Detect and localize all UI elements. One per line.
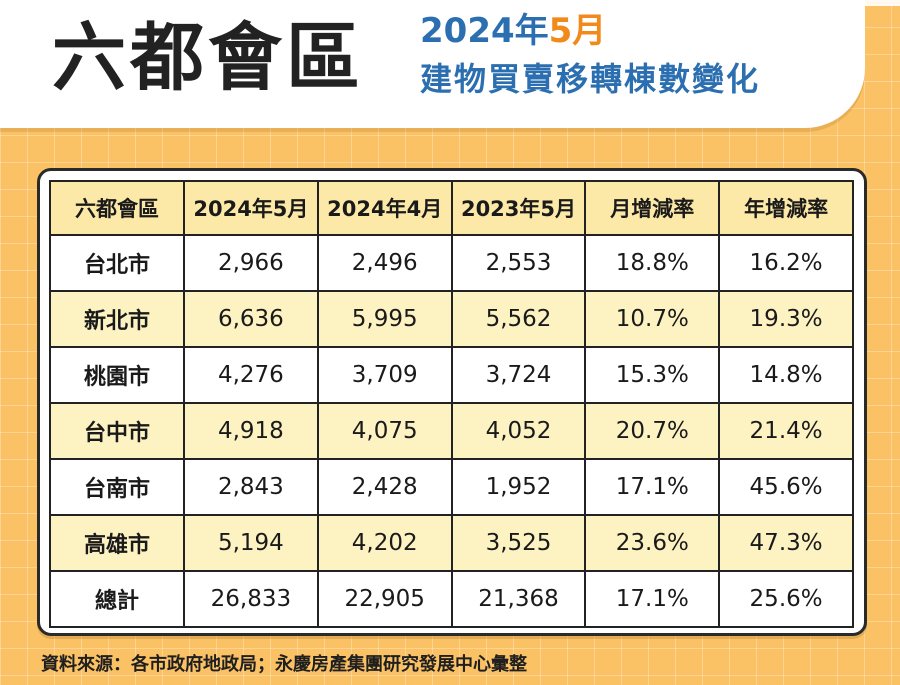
table-row: 新北市 6,636 5,995 5,562 10.7% 19.3% [49, 290, 854, 348]
value-cell: 2,553 [450, 234, 587, 292]
rate-cell: 14.8% [718, 346, 854, 404]
subtitle-date: 2024年5月 [420, 10, 606, 52]
total-value-cell: 22,905 [316, 570, 453, 628]
city-cell: 台南市 [49, 458, 185, 516]
rate-cell: 47.3% [718, 514, 854, 572]
table-row: 台北市 2,966 2,496 2,553 18.8% 16.2% [49, 234, 854, 292]
source-note: 資料來源：各市政府地政局；永慶房產集團研究發展中心彙整 [41, 654, 527, 675]
value-cell: 2,843 [183, 458, 319, 516]
subtitle-topic: 建物買賣移轉棟數變化 [420, 60, 761, 98]
total-rate-cell: 25.6% [718, 570, 854, 628]
rate-cell: 15.3% [584, 346, 721, 404]
column-header-mom: 月增減率 [584, 180, 721, 236]
value-cell: 4,052 [450, 402, 587, 460]
value-cell: 5,995 [316, 290, 453, 348]
rate-cell: 19.3% [718, 290, 854, 348]
table-row: 高雄市 5,194 4,202 3,525 23.6% 47.3% [49, 514, 854, 572]
rate-cell: 21.4% [718, 402, 854, 460]
value-cell: 3,709 [316, 346, 453, 404]
value-cell: 4,276 [183, 346, 319, 404]
page-title: 六都會區 [52, 15, 364, 101]
table-header-row: 六都會區 2024年5月 2024年4月 2023年5月 月增減率 年增減率 [49, 180, 854, 236]
rate-cell: 10.7% [584, 290, 721, 348]
table-row: 台南市 2,843 2,428 1,952 17.1% 45.6% [49, 458, 854, 516]
subtitle-year: 2024年 [420, 11, 549, 51]
value-cell: 5,194 [183, 514, 319, 572]
city-cell: 桃園市 [49, 346, 185, 404]
table-row: 桃園市 4,276 3,709 3,724 15.3% 14.8% [49, 346, 854, 404]
column-header-region: 六都會區 [49, 180, 185, 236]
header-card [0, 0, 865, 128]
total-label-cell: 總計 [49, 570, 185, 628]
total-rate-cell: 17.1% [584, 570, 721, 628]
rate-cell: 16.2% [718, 234, 854, 292]
value-cell: 4,075 [316, 402, 453, 460]
table-total-row: 總計 26,833 22,905 21,368 17.1% 25.6% [49, 570, 854, 628]
corner-decoration [800, 0, 900, 6]
column-header-yoy: 年增減率 [718, 180, 854, 236]
total-value-cell: 26,833 [183, 570, 319, 628]
city-cell: 台中市 [49, 402, 185, 460]
value-cell: 2,496 [316, 234, 453, 292]
rate-cell: 23.6% [584, 514, 721, 572]
value-cell: 5,562 [450, 290, 587, 348]
value-cell: 2,966 [183, 234, 319, 292]
rate-cell: 17.1% [584, 458, 721, 516]
value-cell: 2,428 [316, 458, 453, 516]
value-cell: 6,636 [183, 290, 319, 348]
value-cell: 4,202 [316, 514, 453, 572]
rate-cell: 45.6% [718, 458, 854, 516]
column-header-2024-may: 2024年5月 [183, 180, 319, 236]
rate-cell: 18.8% [584, 234, 721, 292]
column-header-2024-apr: 2024年4月 [316, 180, 453, 236]
total-value-cell: 21,368 [450, 570, 587, 628]
subtitle-month: 5月 [548, 11, 607, 51]
city-cell: 高雄市 [49, 514, 185, 572]
value-cell: 4,918 [183, 402, 319, 460]
column-header-2023-may: 2023年5月 [450, 180, 587, 236]
table-card: 六都會區 2024年5月 2024年4月 2023年5月 月增減率 年增減率 台… [37, 168, 867, 636]
city-cell: 新北市 [49, 290, 185, 348]
table-row: 台中市 4,918 4,075 4,052 20.7% 21.4% [49, 402, 854, 460]
value-cell: 1,952 [450, 458, 587, 516]
city-cell: 台北市 [49, 234, 185, 292]
rate-cell: 20.7% [584, 402, 721, 460]
value-cell: 3,525 [450, 514, 587, 572]
value-cell: 3,724 [450, 346, 587, 404]
transfer-table: 六都會區 2024年5月 2024年4月 2023年5月 月增減率 年增減率 台… [49, 180, 854, 628]
